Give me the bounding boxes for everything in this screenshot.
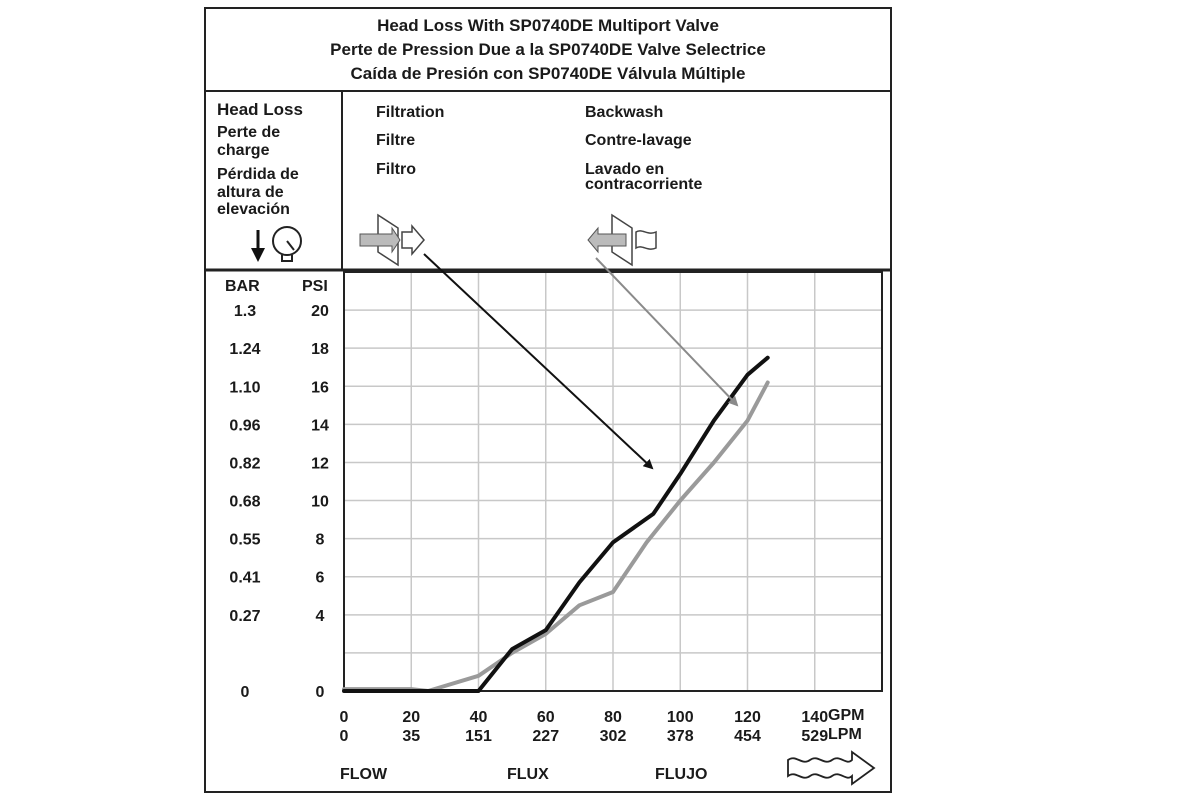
bar-tick-labels: 0 0.27 0.41 0.55 0.68 0.82 0.96 1.10 1.24 1.3 — [229, 303, 260, 701]
head-loss-label-es-3: elevación — [217, 201, 290, 218]
gpm-unit-label: GPM — [828, 707, 865, 724]
psi-tick-label: 10 — [311, 494, 329, 511]
pressure-gauge-icon — [251, 226, 302, 262]
bar-tick-label: 0.55 — [229, 532, 260, 549]
bar-tick-label: 1.24 — [229, 341, 260, 358]
head-loss-label-es-1: Pérdida de — [217, 166, 299, 183]
psi-unit-label: PSI — [302, 278, 328, 295]
gpm-tick-label: 40 — [470, 709, 488, 726]
filtration-label-es: Filtro — [376, 161, 416, 178]
backwash-label-fr: Contre-lavage — [585, 132, 692, 149]
chart-grid — [344, 272, 882, 691]
gpm-tick-labels: 0 20 40 60 80 100 120 140 — [340, 709, 829, 726]
filtration-flow-icon — [359, 213, 425, 267]
gpm-tick-label: 80 — [604, 709, 622, 726]
backwash-label-es-1: Lavado en — [585, 161, 665, 178]
filtration-label: Filtration — [376, 104, 445, 121]
psi-tick-label: 16 — [311, 379, 329, 396]
lpm-tick-labels: 0 35 151 227 302 378 454 529 — [340, 728, 829, 745]
outer-border — [204, 7, 892, 793]
backwash-label: Backwash — [585, 104, 664, 121]
head-loss-label-fr-2: charge — [217, 142, 270, 159]
bar-tick-label: 0.96 — [229, 417, 260, 434]
lpm-tick-label: 151 — [465, 728, 492, 745]
psi-tick-label: 20 — [311, 303, 329, 320]
flow-label-fr: FLUX — [507, 766, 549, 783]
chart-title-english: Head Loss With SP0740DE Multiport Valve — [377, 16, 719, 35]
plot-area-border — [343, 271, 883, 692]
lpm-tick-label: 529 — [801, 728, 828, 745]
bar-tick-label: 0 — [241, 684, 250, 701]
lpm-tick-label: 378 — [667, 728, 694, 745]
chart-title-spanish: Caída de Presión con SP0740DE Válvula Mú… — [350, 64, 746, 83]
backwash-label-es-2: contracorriente — [585, 176, 703, 193]
gpm-tick-label: 0 — [340, 709, 349, 726]
head-loss-label: Head Loss — [217, 100, 303, 119]
chart-series — [342, 355, 770, 693]
gpm-tick-label: 60 — [537, 709, 555, 726]
filtration-label-fr: Filtre — [376, 132, 416, 149]
psi-tick-label: 14 — [311, 417, 329, 434]
bar-tick-label: 0.68 — [229, 494, 260, 511]
bar-tick-label: 0.82 — [229, 455, 260, 472]
bar-unit-label: BAR — [225, 278, 260, 295]
psi-tick-label: 8 — [316, 532, 325, 549]
head-loss-label-fr-1: Perte de — [217, 124, 281, 141]
lpm-unit-label: LPM — [828, 726, 862, 743]
flow-label-es: FLUJO — [655, 766, 708, 783]
backwash-flow-icon — [587, 213, 657, 267]
psi-tick-label: 0 — [316, 684, 325, 701]
gpm-tick-label: 100 — [667, 709, 694, 726]
psi-tick-label: 4 — [316, 608, 325, 625]
lpm-tick-label: 0 — [340, 728, 349, 745]
backwash-pointer-arrow — [595, 257, 739, 407]
psi-tick-label: 12 — [311, 455, 329, 472]
backwash-series-line — [342, 380, 770, 693]
filtration-pointer-arrow — [423, 253, 654, 470]
gpm-tick-label: 120 — [734, 709, 761, 726]
lpm-tick-label: 302 — [600, 728, 627, 745]
flow-label-en: FLOW — [340, 766, 388, 783]
bar-tick-label: 0.27 — [229, 608, 260, 625]
gpm-tick-label: 20 — [402, 709, 420, 726]
gpm-tick-label: 140 — [801, 709, 828, 726]
lpm-tick-label: 35 — [402, 728, 420, 745]
lpm-tick-label: 227 — [532, 728, 559, 745]
head-loss-label-es-2: altura de — [217, 184, 284, 201]
wavy-arrow-icon — [787, 750, 876, 786]
psi-tick-labels: 0 4 6 8 10 12 14 16 18 20 — [311, 303, 329, 701]
bar-tick-label: 0.41 — [229, 570, 260, 587]
psi-tick-label: 18 — [311, 341, 329, 358]
filtration-series-line — [342, 355, 770, 693]
bar-tick-label: 1.3 — [234, 303, 256, 320]
bar-tick-label: 1.10 — [229, 379, 260, 396]
lpm-tick-label: 454 — [734, 728, 761, 745]
chart-title-french: Perte de Pression Due a la SP0740DE Valv… — [330, 40, 766, 59]
psi-tick-label: 6 — [316, 570, 325, 587]
